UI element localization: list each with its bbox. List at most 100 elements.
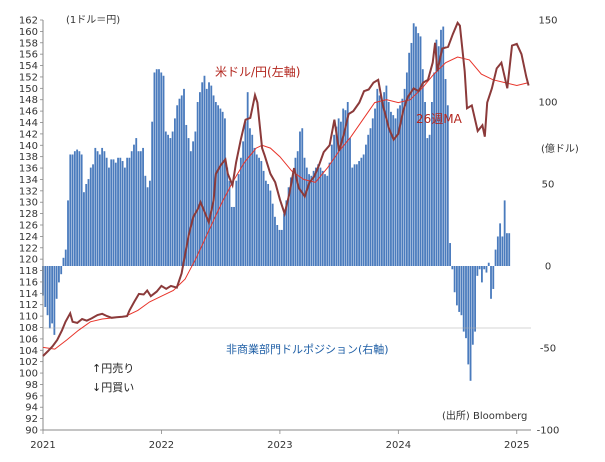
position-bar bbox=[299, 131, 301, 266]
position-bar bbox=[224, 118, 226, 267]
position-bar bbox=[458, 266, 461, 312]
position-bar bbox=[162, 75, 165, 266]
position-bar bbox=[410, 42, 413, 267]
position-bar bbox=[417, 33, 420, 267]
position-bar bbox=[203, 75, 206, 266]
position-bar bbox=[467, 266, 470, 365]
position-bar bbox=[164, 131, 167, 266]
position-bar bbox=[494, 249, 497, 266]
position-bar bbox=[119, 157, 122, 266]
position-bar bbox=[390, 111, 392, 266]
left-tick-label: 112 bbox=[19, 300, 38, 311]
left-tick-label: 126 bbox=[19, 221, 38, 232]
x-tick-label: 2021 bbox=[30, 440, 55, 451]
left-tick-label: 156 bbox=[19, 50, 38, 61]
position-bar bbox=[210, 85, 213, 266]
left-tick-label: 114 bbox=[19, 289, 38, 300]
position-bar bbox=[349, 138, 351, 266]
buy-yen-note: ↓円買い bbox=[92, 381, 134, 394]
left-tick-label: 142 bbox=[19, 129, 38, 140]
position-bar bbox=[437, 46, 440, 266]
position-bar bbox=[171, 131, 174, 266]
position-bar bbox=[433, 72, 436, 266]
position-bar bbox=[344, 110, 347, 266]
position-bar bbox=[153, 72, 156, 266]
position-bar bbox=[287, 187, 290, 266]
position-bar bbox=[355, 164, 358, 266]
position-bar bbox=[346, 102, 349, 266]
left-tick-label: 154 bbox=[19, 61, 38, 72]
position-bar bbox=[367, 134, 370, 266]
position-bar bbox=[251, 134, 254, 266]
position-bar bbox=[78, 151, 81, 266]
position-bar bbox=[506, 233, 508, 266]
position-bar bbox=[176, 105, 179, 266]
left-tick-label: 136 bbox=[19, 164, 38, 175]
position-bar bbox=[133, 144, 135, 266]
position-bar bbox=[333, 134, 336, 266]
position-bar bbox=[496, 236, 499, 266]
left-tick-label: 94 bbox=[25, 403, 38, 414]
position-bar bbox=[235, 180, 238, 266]
position-bars bbox=[42, 23, 511, 381]
position-bar bbox=[126, 157, 129, 266]
left-tick-label: 134 bbox=[19, 175, 38, 186]
position-bar bbox=[92, 164, 94, 266]
position-bar bbox=[403, 88, 406, 266]
x-tick-label: 2025 bbox=[504, 440, 529, 451]
position-bar bbox=[503, 200, 506, 266]
position-bar bbox=[276, 225, 279, 266]
position-bar bbox=[421, 69, 424, 266]
position-bar bbox=[399, 105, 401, 266]
position-bar bbox=[351, 167, 354, 266]
position-bar bbox=[196, 102, 199, 266]
sell-yen-note: ↑円売り bbox=[92, 362, 134, 375]
position-bar bbox=[192, 141, 195, 266]
position-bar bbox=[239, 157, 242, 266]
position-bar bbox=[173, 118, 176, 267]
left-tick-label: 148 bbox=[19, 95, 38, 106]
position-bar bbox=[89, 167, 92, 266]
position-bar bbox=[440, 29, 442, 267]
position-bar bbox=[112, 159, 115, 266]
position-bar bbox=[353, 164, 356, 266]
position-bar bbox=[335, 126, 338, 266]
right-tick-label: -50 bbox=[540, 344, 556, 355]
position-bar bbox=[44, 266, 47, 307]
position-bar bbox=[246, 92, 249, 266]
position-bar bbox=[385, 85, 388, 266]
position-bar bbox=[148, 180, 151, 266]
left-tick-label: 132 bbox=[19, 186, 38, 197]
position-bar bbox=[280, 229, 283, 266]
position-bar bbox=[501, 236, 504, 266]
position-bar bbox=[221, 111, 224, 266]
position-bar bbox=[60, 266, 63, 275]
position-bar bbox=[69, 154, 72, 266]
right-tick-label: 50 bbox=[542, 180, 555, 191]
position-bar bbox=[324, 174, 326, 266]
position-bar bbox=[365, 144, 367, 266]
position-bar bbox=[55, 266, 58, 299]
position-bar bbox=[205, 88, 208, 266]
position-bar bbox=[460, 266, 463, 316]
right-tick-label: 100 bbox=[538, 98, 557, 109]
position-series-label: 非商業部門ドルポジション(右軸) bbox=[226, 342, 389, 356]
position-bar bbox=[233, 206, 235, 266]
position-bar bbox=[158, 69, 160, 266]
position-bar bbox=[471, 266, 474, 345]
left-tick-label: 116 bbox=[19, 277, 38, 288]
position-bar bbox=[242, 141, 245, 266]
position-bar bbox=[492, 266, 495, 289]
position-bar bbox=[383, 92, 386, 266]
position-bar bbox=[371, 118, 374, 267]
position-bar bbox=[308, 174, 310, 266]
right-tick-label: -100 bbox=[537, 426, 560, 437]
position-bar bbox=[108, 167, 110, 266]
left-tick-label: 100 bbox=[19, 369, 38, 380]
position-bar bbox=[387, 102, 390, 266]
left-tick-label: 158 bbox=[19, 38, 38, 49]
left-tick-label: 104 bbox=[19, 346, 38, 357]
right-axis-ticks: -100 -50 0 50 100 150 bbox=[537, 16, 560, 437]
position-bar bbox=[94, 147, 97, 266]
position-bar bbox=[103, 151, 106, 266]
